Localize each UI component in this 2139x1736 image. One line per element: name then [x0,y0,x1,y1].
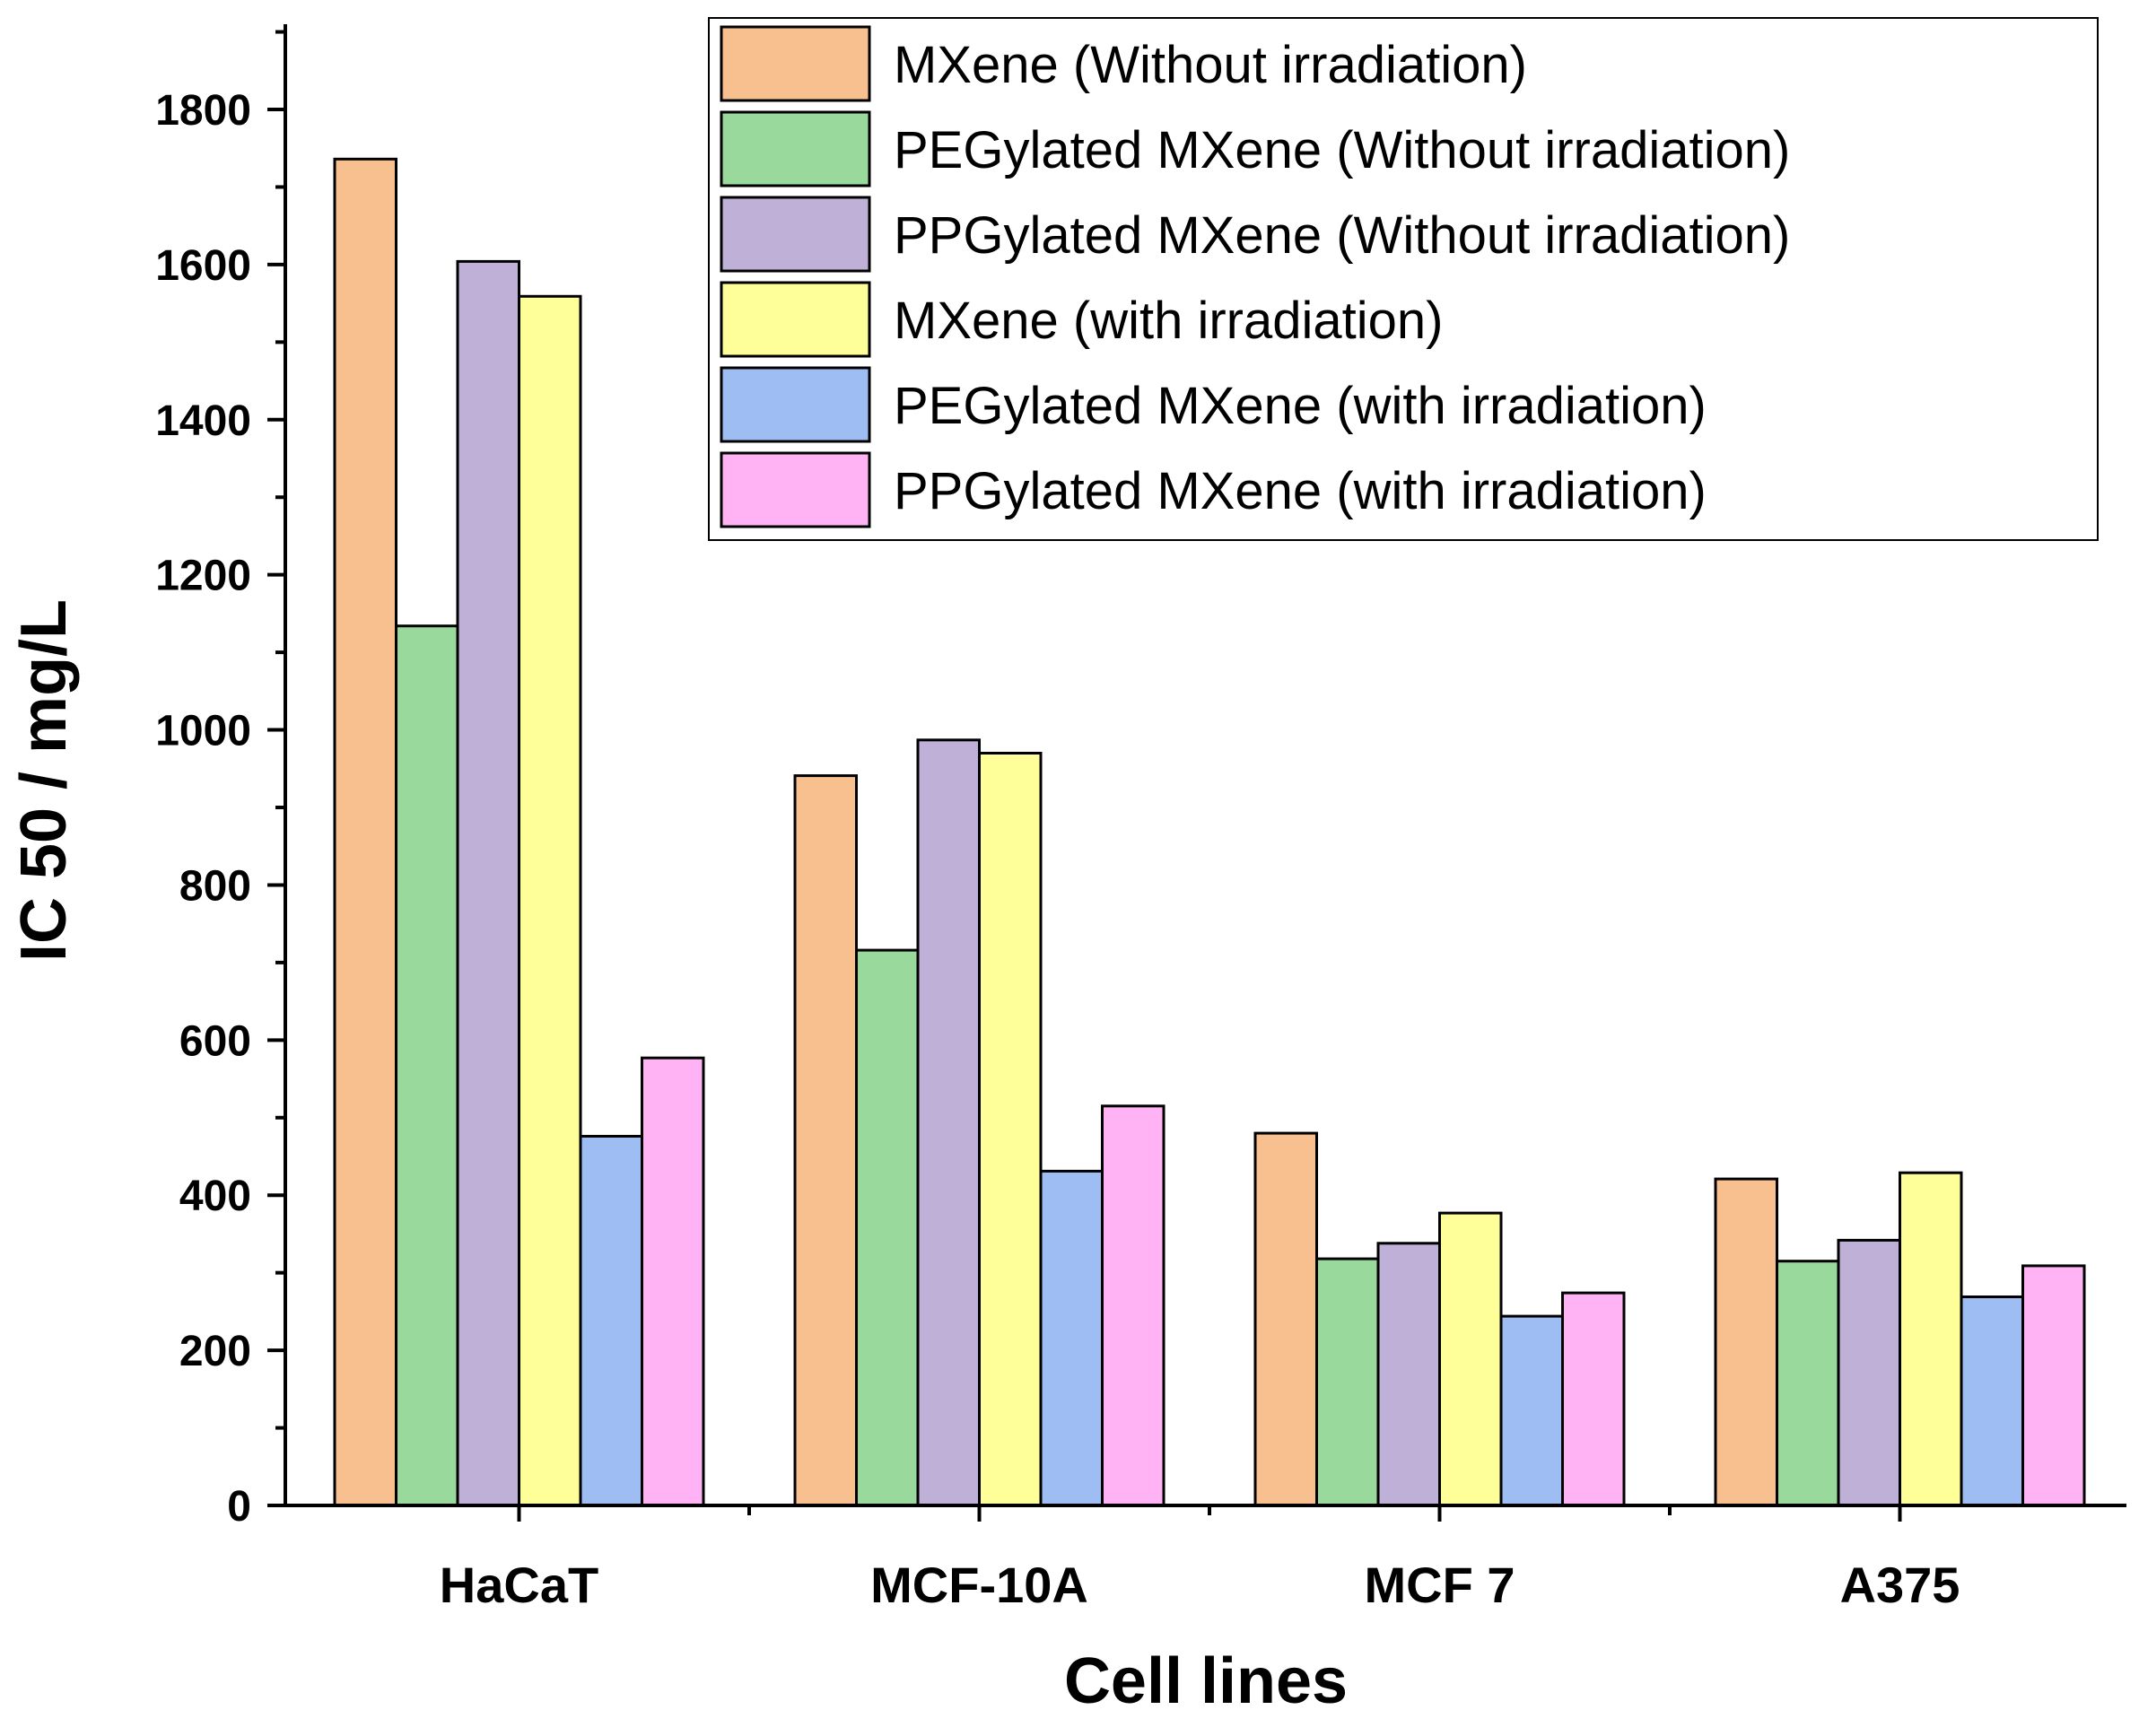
bar-hacat-series-2 [395,624,459,1507]
y-tick-label: 0 [227,1483,251,1531]
bar-mcf-7-series-2 [1315,1257,1380,1507]
bar-mcf-10a-series-3 [916,738,981,1507]
bar-mcf-7-series-1 [1253,1131,1318,1507]
y-tick-label: 600 [179,1017,251,1065]
x-tick-label: A375 [1840,1557,1960,1613]
y-tick-label: 1000 [155,708,251,755]
bar-mcf-7-series-6 [1561,1291,1626,1507]
bar-mcf-7-series-5 [1499,1314,1564,1507]
x-tick-label: HaCaT [440,1557,598,1613]
legend-label-5: PEGylated MXene (with irradiation) [894,377,1707,435]
legend-label-4: MXene (with irradiation) [894,292,1443,350]
bar-a375-series-4 [1899,1171,1963,1507]
bars-layer [333,157,2086,1507]
bar-a375-series-6 [2021,1264,2086,1507]
bar-hacat-series-5 [579,1135,643,1507]
x-axis: HaCaT MCF-10A MCF 7 A375 [285,1504,2126,1613]
bar-mcf-10a-series-1 [793,774,858,1507]
x-tick-label: MCF-10A [870,1557,1088,1613]
legend-label-3: PPGylated MXene (Without irradiation) [894,206,1790,265]
y-tick-label: 1800 [155,87,251,135]
bar-a375-series-3 [1837,1238,1901,1507]
legend-swatch-1 [720,25,871,102]
legend-swatch-3 [720,196,871,273]
legend-swatch-2 [720,110,871,188]
y-tick-label: 400 [179,1173,251,1220]
legend-label-1: MXene (Without irradiation) [894,36,1527,94]
y-tick-label: 800 [179,862,251,910]
bar-a375-series-1 [1714,1177,1778,1507]
bar-mcf-10a-series-6 [1101,1104,1166,1507]
legend-label-2: PEGylated MXene (Without irradiation) [894,121,1790,179]
bar-hacat-series-3 [456,259,520,1507]
y-axis: 0 200 400 600 800 1000 1200 1400 1600 1800 [155,24,287,1531]
bar-mcf-10a-series-5 [1039,1169,1104,1507]
bar-hacat-series-6 [641,1056,705,1507]
y-tick-label: 1600 [155,242,251,290]
y-tick-label: 1400 [155,397,251,445]
legend-label-6: PPGylated MXene (with irradiation) [894,462,1707,520]
bar-a375-series-2 [1776,1260,1840,1507]
bar-hacat-series-1 [333,157,397,1507]
y-axis-title: IC 50 / mg/L [8,599,80,962]
legend: MXene (Without irradiation) PEGylated MXe… [708,17,2099,541]
y-tick-label: 1200 [155,553,251,600]
legend-swatch-5 [720,366,871,443]
legend-swatch-6 [720,451,871,528]
bar-a375-series-5 [1960,1295,2024,1507]
y-tick-label: 200 [179,1328,251,1375]
x-axis-title: Cell lines [1064,1645,1348,1717]
legend-frame [708,17,2099,541]
legend-swatch-4 [720,281,871,358]
bar-mcf-10a-series-2 [855,948,920,1507]
bar-mcf-7-series-3 [1376,1242,1441,1507]
bar-mcf-7-series-4 [1438,1211,1503,1507]
bar-hacat-series-4 [518,294,582,1507]
bar-mcf-10a-series-4 [978,752,1043,1507]
x-tick-label: MCF 7 [1365,1557,1515,1613]
